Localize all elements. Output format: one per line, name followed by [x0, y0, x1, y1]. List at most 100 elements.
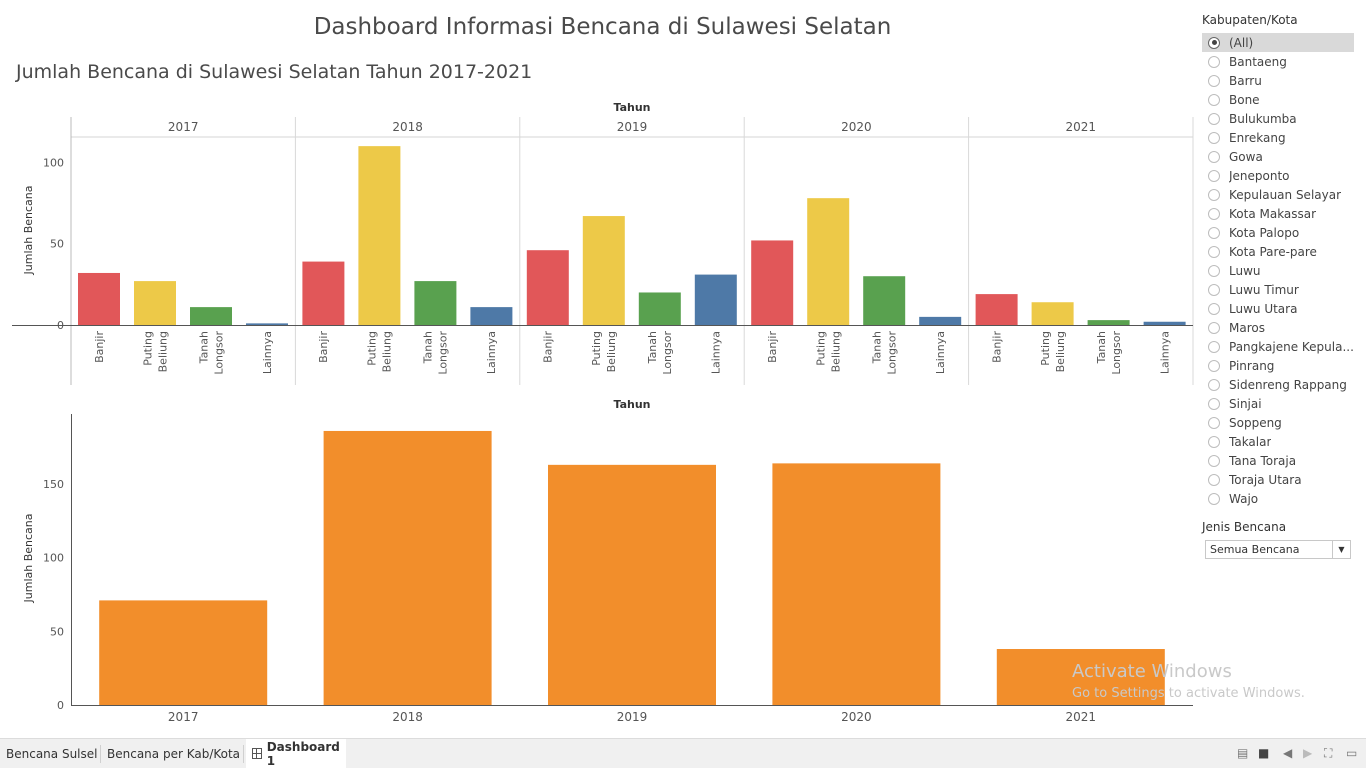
bar [751, 240, 794, 325]
kabupaten-option[interactable]: Sidenreng Rappang [1202, 375, 1354, 394]
radio-icon[interactable] [1208, 473, 1220, 486]
kabupaten-option[interactable]: Barru [1202, 71, 1354, 90]
show-filmstrip-icon[interactable]: ▤ [1237, 746, 1249, 760]
kabupaten-option[interactable]: (All) [1202, 33, 1354, 52]
y-axis-label: Jumlah Bencana [22, 514, 35, 604]
tab-bencana-per-kab[interactable]: Bencana per Kab/Kota [101, 739, 246, 768]
kabupaten-option[interactable]: Takalar [1202, 432, 1354, 451]
radio-icon[interactable] [1208, 321, 1220, 334]
kabupaten-option[interactable]: Kota Palopo [1202, 223, 1354, 242]
radio-icon[interactable] [1208, 283, 1220, 296]
radio-icon[interactable] [1208, 378, 1220, 391]
radio-icon[interactable] [1208, 188, 1220, 201]
kabupaten-option-label: Pangkajene Kepula... [1229, 339, 1354, 354]
kabupaten-option[interactable]: Pangkajene Kepula... [1202, 337, 1354, 356]
kabupaten-option-label: Enrekang [1229, 130, 1286, 145]
bar [548, 464, 716, 705]
radio-icon[interactable] [1208, 340, 1220, 353]
radio-icon[interactable] [1208, 226, 1220, 239]
kabupaten-option[interactable]: Luwu [1202, 261, 1354, 280]
kabupaten-option[interactable]: Bulukumba [1202, 109, 1354, 128]
radio-icon[interactable] [1208, 207, 1220, 220]
radio-icon[interactable] [1208, 397, 1220, 410]
bar [190, 307, 232, 325]
activate-windows-watermark: Activate Windows [1072, 661, 1232, 682]
radio-icon[interactable] [1208, 416, 1220, 429]
kabupaten-option[interactable]: Soppeng [1202, 413, 1354, 432]
y-tick-label: 100 [43, 156, 64, 169]
bar [863, 276, 906, 325]
radio-icon[interactable] [1208, 492, 1220, 505]
tab-divider [100, 745, 101, 763]
kabupaten-option-label: Kota Pare-pare [1229, 244, 1317, 259]
radio-icon[interactable] [1208, 245, 1220, 258]
jenis-bencana-dropdown[interactable]: Semua Bencana ▼ [1205, 540, 1351, 559]
fullscreen-icon[interactable]: ⛶ [1324, 746, 1333, 760]
radio-icon[interactable] [1208, 302, 1220, 315]
radio-icon[interactable] [1208, 264, 1220, 277]
show-sheet-tabs-icon[interactable]: ■ [1258, 746, 1270, 760]
kabupaten-option[interactable]: Gowa [1202, 147, 1354, 166]
jenis-bencana-filter-title: Jenis Bencana [1202, 520, 1287, 534]
x-category-label: Puting [590, 331, 603, 366]
y-axis-label: Jumlah Bencana [22, 186, 35, 276]
kabupaten-option[interactable]: Bone [1202, 90, 1354, 109]
presentation-mode-icon[interactable]: ▭ [1346, 746, 1358, 760]
kabupaten-option-label: Maros [1229, 320, 1265, 335]
charts-canvas[interactable]: Tahun 0 50 100 Jumlah Bencana 2017 Banjir Putin… [0, 0, 1200, 738]
radio-icon[interactable] [1208, 435, 1220, 448]
chevron-down-icon[interactable]: ▼ [1332, 541, 1350, 558]
radio-icon[interactable] [1208, 74, 1220, 87]
kabupaten-option[interactable]: Wajo [1202, 489, 1354, 508]
y-tick-label: 0 [57, 699, 64, 712]
kabupaten-option[interactable]: Pinrang [1202, 356, 1354, 375]
x-category-label: Banjir [317, 331, 330, 363]
kabupaten-option[interactable]: Toraja Utara [1202, 470, 1354, 489]
x-category-label: Longsor [1110, 331, 1123, 375]
x-category-label: Lainnya [710, 331, 723, 374]
bar [582, 216, 625, 325]
radio-icon[interactable] [1208, 169, 1220, 182]
bar [526, 250, 569, 325]
kabupaten-option[interactable]: Kota Makassar [1202, 204, 1354, 223]
panel-year-label: 2019 [617, 120, 648, 134]
tab-bencana-sulsel[interactable]: Bencana Sulsel [0, 739, 103, 768]
tab-divider [243, 745, 244, 763]
next-sheet-icon[interactable]: ▶ [1303, 746, 1313, 760]
kabupaten-option[interactable]: Bantaeng [1202, 52, 1354, 71]
x-category-label: Beliung [156, 331, 169, 372]
y-tick-label: 50 [50, 625, 64, 638]
radio-icon[interactable] [1208, 93, 1220, 106]
kabupaten-option[interactable]: Jeneponto [1202, 166, 1354, 185]
x-category-label: Lainnya [261, 331, 274, 374]
kabupaten-option-label: Sinjai [1229, 396, 1262, 411]
dashboard-title: Dashboard Informasi Bencana di Sulawesi … [313, 14, 892, 40]
x-category-label: Longsor [437, 331, 450, 375]
bar [694, 274, 737, 325]
previous-sheet-icon[interactable]: ◀ [1283, 746, 1293, 760]
x-category-label: Tanah [646, 331, 659, 364]
radio-icon[interactable] [1208, 359, 1220, 372]
x-category-label: 2019 [617, 710, 648, 724]
radio-icon[interactable] [1208, 55, 1220, 68]
kabupaten-option[interactable]: Kota Pare-pare [1202, 242, 1354, 261]
kabupaten-option[interactable]: Maros [1202, 318, 1354, 337]
kabupaten-option[interactable]: Kepulauan Selayar [1202, 185, 1354, 204]
kabupaten-option[interactable]: Sinjai [1202, 394, 1354, 413]
kabupaten-option-label: Tana Toraja [1229, 453, 1297, 468]
x-category-label: Banjir [542, 331, 555, 363]
kabupaten-option[interactable]: Luwu Utara [1202, 299, 1354, 318]
radio-icon[interactable] [1208, 36, 1220, 49]
bar [134, 281, 176, 325]
bar [99, 600, 268, 705]
tab-dashboard-1[interactable]: Dashboard 1 [246, 739, 346, 768]
kabupaten-option-label: Kota Makassar [1229, 206, 1317, 221]
radio-icon[interactable] [1208, 454, 1220, 467]
y-tick-label: 100 [43, 552, 64, 565]
radio-icon[interactable] [1208, 150, 1220, 163]
radio-icon[interactable] [1208, 131, 1220, 144]
kabupaten-option[interactable]: Luwu Timur [1202, 280, 1354, 299]
radio-icon[interactable] [1208, 112, 1220, 125]
kabupaten-option[interactable]: Enrekang [1202, 128, 1354, 147]
kabupaten-option[interactable]: Tana Toraja [1202, 451, 1354, 470]
